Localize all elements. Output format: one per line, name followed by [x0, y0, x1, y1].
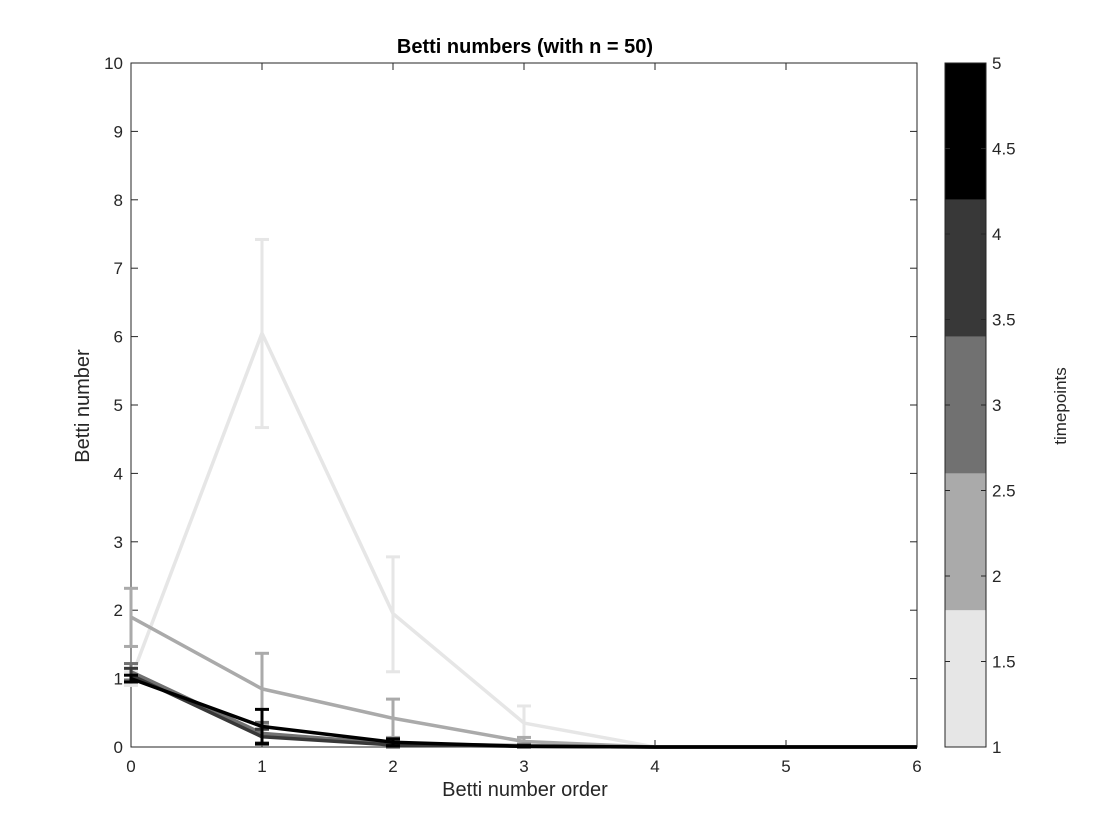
colorbar-tick-label: 3.5	[992, 311, 1016, 330]
colorbar-band	[945, 63, 986, 200]
colorbar-tick-label: 5	[992, 54, 1001, 73]
y-tick-label: 0	[114, 738, 123, 757]
colorbar-tick-label: 4	[992, 225, 1001, 244]
y-tick-label: 8	[114, 191, 123, 210]
error-bar	[255, 237, 269, 430]
colorbar-tick-label: 3	[992, 396, 1001, 415]
colorbar-band	[945, 473, 986, 611]
x-axis-label: Betti number order	[442, 779, 608, 801]
series-5	[124, 673, 917, 749]
plot-area: 0 1 2 3 4 5 6 0 1 2 3 4 5 6 7 8 9 10	[104, 54, 922, 776]
colorbar-band	[945, 336, 986, 474]
y-tick-label: 1	[114, 670, 123, 689]
chart-title: Betti numbers (with n = 50)	[397, 36, 653, 58]
colorbar-tick-label: 1	[992, 738, 1001, 757]
x-tick-label: 2	[388, 757, 397, 776]
series-layer	[124, 237, 917, 749]
y-tick-label: 6	[114, 328, 123, 347]
x-tick-label: 1	[257, 757, 266, 776]
colorbar-tick-label: 2.5	[992, 482, 1016, 501]
colorbar-tick-label: 2	[992, 567, 1001, 586]
colorbar-tick-label: 4.5	[992, 140, 1016, 159]
error-bar	[255, 707, 269, 746]
x-tick-label: 0	[126, 757, 135, 776]
error-bar	[386, 737, 400, 748]
x-tick-label: 3	[519, 757, 528, 776]
y-axis-label: Betti number	[72, 349, 94, 463]
y-tick-label: 7	[114, 259, 123, 278]
colorbar-label: timepoints	[1051, 367, 1070, 444]
x-tick-label: 6	[912, 757, 921, 776]
y-tick-label: 2	[114, 601, 123, 620]
colorbar-band	[945, 199, 986, 337]
y-tick-label: 10	[104, 54, 123, 73]
y-tick-label: 3	[114, 533, 123, 552]
error-bar	[124, 673, 138, 684]
colorbar-tick-label: 1.5	[992, 653, 1016, 672]
colorbar: 1 1.5 2 2.5 3 3.5 4 4.5 5	[944, 54, 1016, 757]
colorbar-band	[945, 610, 986, 747]
error-bar	[517, 744, 531, 749]
error-bar	[124, 586, 138, 648]
error-bar	[386, 555, 400, 674]
axis-ticks: 0 1 2 3 4 5 6 0 1 2 3 4 5 6 7 8 9 10	[104, 54, 922, 776]
x-tick-label: 4	[650, 757, 659, 776]
y-tick-label: 5	[114, 396, 123, 415]
y-tick-label: 4	[114, 464, 123, 483]
y-tick-label: 9	[114, 122, 123, 141]
x-tick-label: 5	[781, 757, 790, 776]
